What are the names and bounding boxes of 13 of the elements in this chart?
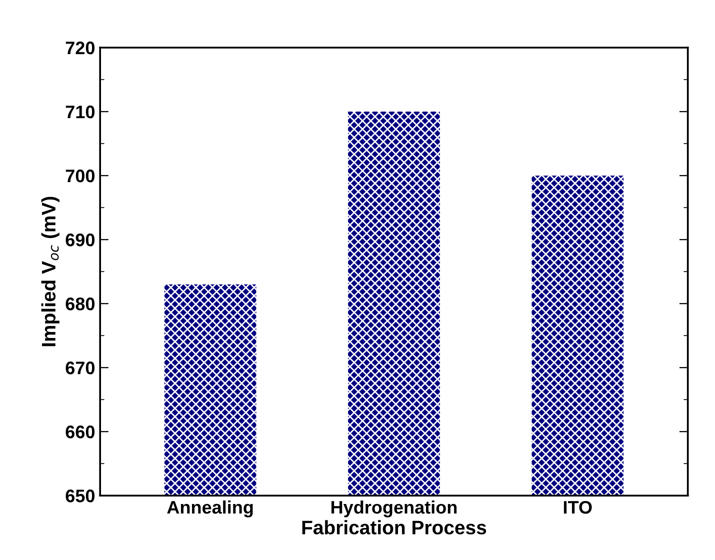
x-tick-label: Hydrogenation [331,500,457,518]
x-tick-label: ITO [564,500,592,514]
x-axis-title: Fabrication Process [302,520,486,534]
y-tick-label: 690 [66,234,94,246]
y-tick-label: 720 [66,42,94,54]
y-axis-title: Implied V$_{oc}$ (mV) [41,196,60,346]
y-tick-label: 670 [66,362,94,374]
y-tick-label: 710 [66,106,94,118]
y-tick-label: 660 [66,426,94,438]
y-tick-label: 680 [66,298,94,310]
y-tick-label: 700 [66,170,94,182]
y-tick-label: 650 [66,490,94,502]
x-tick-label: Annealing [167,500,253,518]
